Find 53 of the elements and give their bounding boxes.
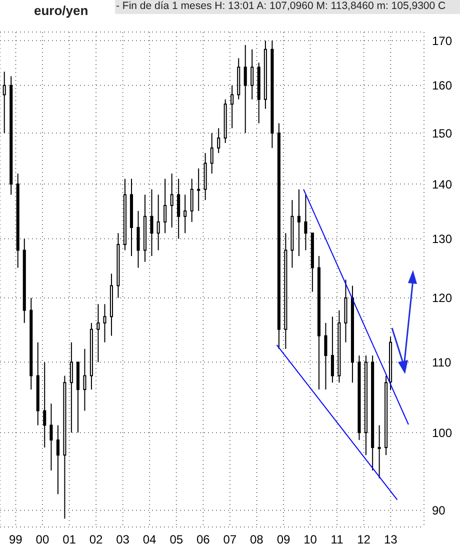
x-tick-label: 99 <box>9 532 23 547</box>
y-tick-label: 110 <box>432 355 452 370</box>
candlestick <box>177 178 180 240</box>
y-tick-label: 120 <box>432 291 452 306</box>
y-tick-label: 90 <box>432 504 446 518</box>
y-tick-label: 160 <box>432 78 452 93</box>
candlestick <box>136 210 140 268</box>
candlestick <box>230 84 234 129</box>
candlestick <box>103 304 106 343</box>
candlestick <box>56 424 60 495</box>
candlestick <box>164 178 167 234</box>
candlestick <box>2 71 6 134</box>
candlestick <box>150 188 154 257</box>
candlestick <box>378 424 381 479</box>
y-tick-label: 140 <box>432 177 452 192</box>
candlestick <box>304 194 308 251</box>
candlestick <box>244 44 247 134</box>
chart-subtitle: - Fin de día 1 meses H: 13:01 A: 107,0960 M: 113,8460 m: 105,9300 C <box>115 0 460 14</box>
candlestick <box>197 168 200 212</box>
candlestick <box>297 188 300 257</box>
candlestick <box>96 304 100 363</box>
candlestick <box>70 342 73 434</box>
candlestick <box>43 362 46 448</box>
y-tick-label: 100 <box>432 426 452 440</box>
y-tick-label: 150 <box>432 126 452 140</box>
x-tick-label: 09 <box>276 532 291 547</box>
x-tick-label: 00 <box>36 532 50 547</box>
x-tick-label: 07 <box>223 532 237 547</box>
candlestick <box>190 178 194 222</box>
x-tick-label: 01 <box>62 532 76 547</box>
candlestick <box>250 48 254 100</box>
x-tick-label: 04 <box>142 532 157 547</box>
x-tick-label: 11 <box>330 532 344 547</box>
candlestick <box>210 132 214 174</box>
candlestick <box>170 173 174 228</box>
y-tick-label: 130 <box>432 232 452 246</box>
candlestick <box>330 316 334 384</box>
x-tick-label: 05 <box>170 532 184 547</box>
x-tick-label: 12 <box>357 532 371 547</box>
x-tick-label: 13 <box>384 532 398 547</box>
x-tick-label: 08 <box>250 532 264 547</box>
y-tick-label: 170 <box>432 34 452 48</box>
candlestick <box>217 128 220 154</box>
candlestick <box>324 322 328 390</box>
chart-title: euro/yen <box>34 3 88 18</box>
x-tick-label: 06 <box>196 532 210 547</box>
x-tick-label: 02 <box>89 532 104 547</box>
candlestick <box>83 348 86 412</box>
candlestick <box>184 194 187 234</box>
x-tick-label: 10 <box>304 532 318 547</box>
x-tick-label: 03 <box>116 532 130 547</box>
candlestick <box>50 403 53 471</box>
candlestick <box>156 194 160 251</box>
